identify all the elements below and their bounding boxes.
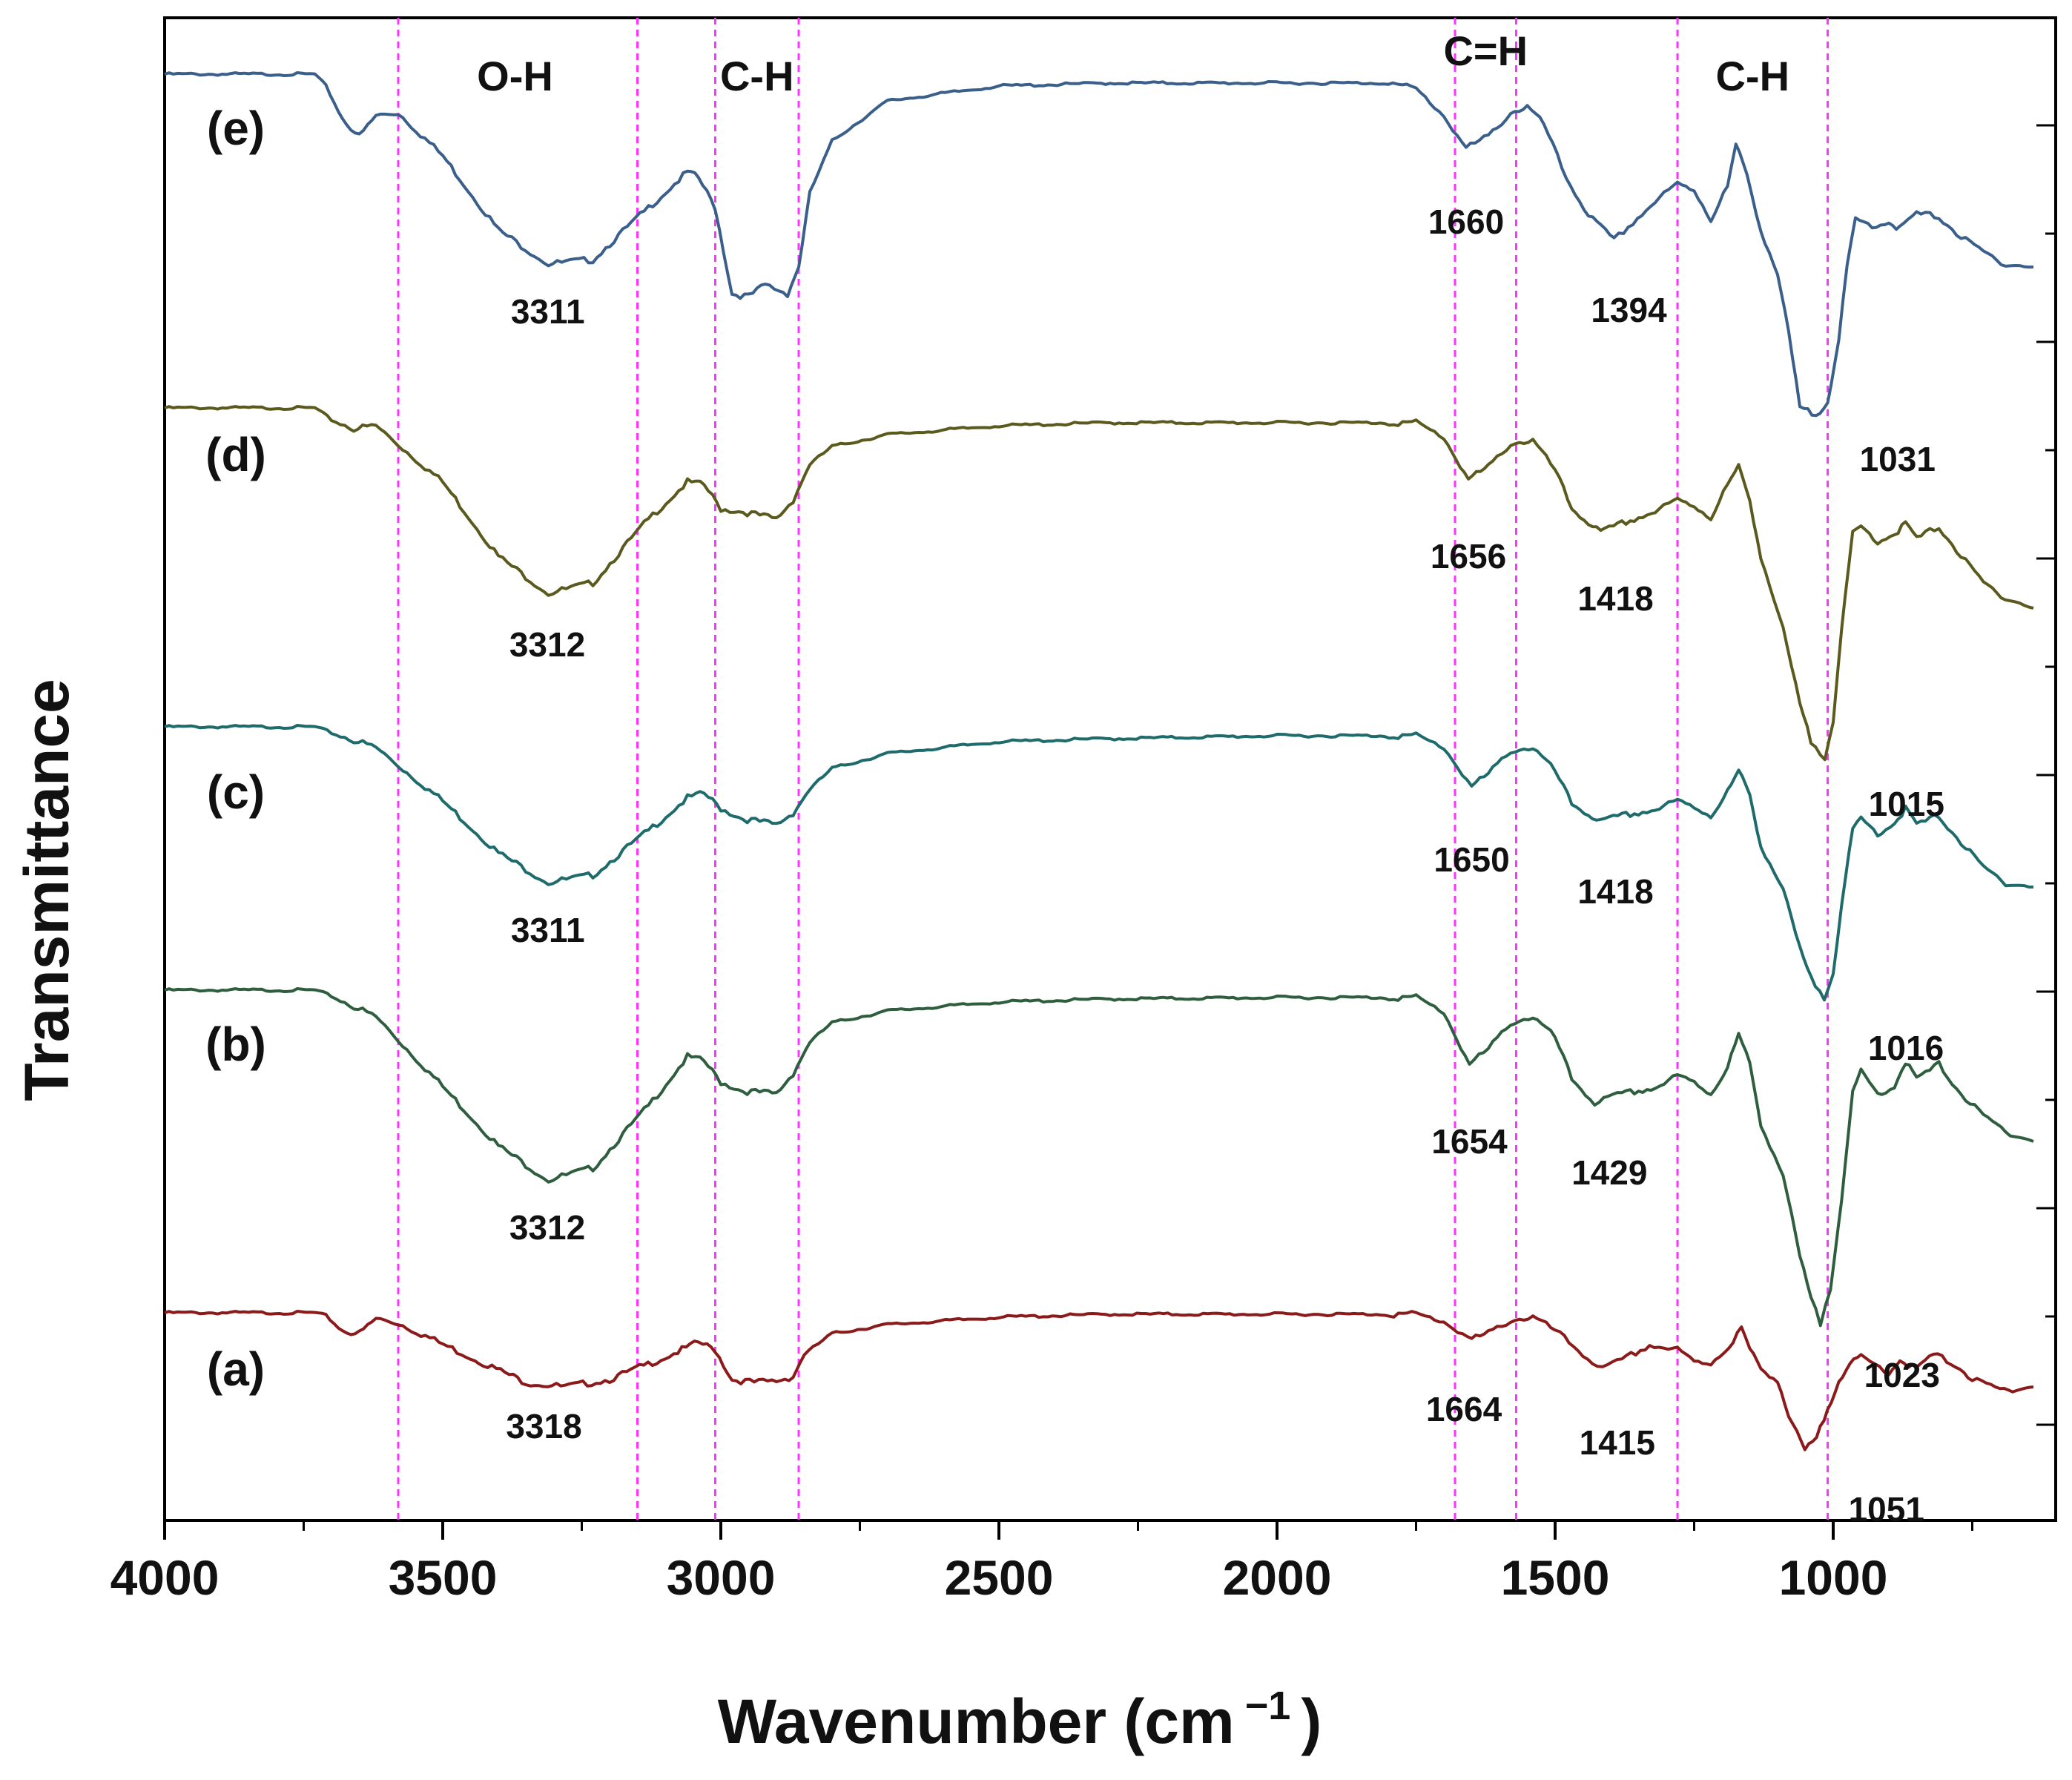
x-axis-title: Wavenumber (cm −1) xyxy=(718,1684,1322,1756)
peak-label: 1015 xyxy=(1869,785,1944,823)
peak-label: 1664 xyxy=(1426,1390,1502,1428)
x-axis-title-main: Wavenumber (cm xyxy=(718,1687,1235,1756)
series-label-a: (a) xyxy=(207,1342,265,1396)
series-label-b: (b) xyxy=(205,1018,266,1071)
peak-label: 3311 xyxy=(511,911,585,949)
peak-label: 1031 xyxy=(1860,440,1936,478)
peak-label: 1650 xyxy=(1433,840,1509,879)
peak-label: 1023 xyxy=(1864,1356,1940,1394)
band-label-2: C=H xyxy=(1443,27,1528,74)
peak-label: 3311 xyxy=(511,292,585,331)
peak-label: 1051 xyxy=(1849,1490,1924,1529)
spectra xyxy=(164,71,2034,1451)
series-label-c: (c) xyxy=(207,765,265,819)
series-label-e: (e) xyxy=(207,102,265,155)
x-tick-label: 3000 xyxy=(667,1550,776,1605)
peak-label: 1016 xyxy=(1868,1029,1944,1067)
spectrum-line-d xyxy=(164,405,2034,762)
peak-label: 1394 xyxy=(1591,291,1667,329)
peak-label: 3312 xyxy=(509,1208,585,1247)
x-tick-label: 1000 xyxy=(1779,1550,1888,1605)
peak-label: 1429 xyxy=(1571,1153,1647,1192)
series-label-d: (d) xyxy=(205,428,266,481)
band-label-3: C-H xyxy=(1715,53,1789,99)
peak-label: 1415 xyxy=(1580,1423,1655,1462)
band-label-1: C-H xyxy=(720,53,794,99)
band-annotations: O-H C-H C=H C-H xyxy=(477,27,1789,99)
x-axis-title-superscript: −1 xyxy=(1245,1684,1291,1728)
y-axis-title: Transmittance xyxy=(12,679,82,1101)
peak-label: 1418 xyxy=(1577,872,1653,911)
peak-label: 1654 xyxy=(1431,1122,1508,1161)
right-axis-ticks xyxy=(2036,124,2056,1426)
plot-frame xyxy=(163,16,2057,1522)
x-tick-label: 4000 xyxy=(110,1550,220,1605)
peak-label: 1418 xyxy=(1577,579,1653,618)
peak-label: 1660 xyxy=(1428,202,1504,241)
peak-annotations: 3318 1664 1415 1051 3312 1654 1429 1023 3311 1650… xyxy=(506,202,1944,1529)
band-label-0: O-H xyxy=(477,53,553,99)
x-axis: 4000 3500 3000 2500 2000 1500 1000 xyxy=(110,1520,1973,1605)
spectrum-line-c xyxy=(164,724,2034,1002)
peak-label: 1656 xyxy=(1431,537,1506,576)
series-labels: (a) (b) (c) (d) (e) xyxy=(205,102,266,1396)
spectrum-line-a xyxy=(164,1310,2034,1451)
spectrum-line-b xyxy=(164,987,2034,1328)
x-tick-label: 3500 xyxy=(389,1550,498,1605)
peak-label: 3318 xyxy=(506,1407,581,1446)
x-tick-label: 2500 xyxy=(945,1550,1054,1605)
x-tick-label: 2000 xyxy=(1223,1550,1332,1605)
x-tick-label: 1500 xyxy=(1501,1550,1610,1605)
x-axis-title-close: ) xyxy=(1301,1687,1322,1756)
peak-label: 3312 xyxy=(509,625,585,664)
spectrum-line-e xyxy=(164,71,2034,418)
